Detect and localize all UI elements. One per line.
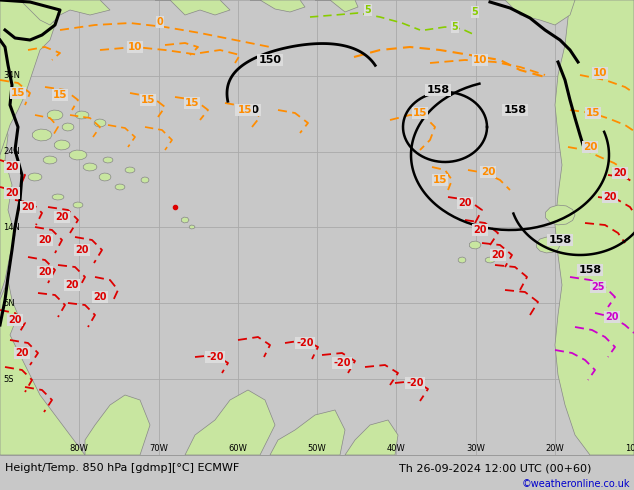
Text: 15: 15 (53, 90, 67, 100)
Text: 25: 25 (592, 282, 605, 292)
Polygon shape (0, 0, 110, 25)
Text: 20W: 20W (545, 444, 564, 453)
Text: 50W: 50W (307, 444, 327, 453)
Polygon shape (83, 163, 97, 171)
Text: 150: 150 (236, 105, 259, 115)
Polygon shape (62, 123, 74, 131)
Text: 20: 20 (22, 202, 35, 212)
Polygon shape (48, 110, 63, 120)
Polygon shape (345, 420, 398, 455)
Text: 80W: 80W (70, 444, 89, 453)
Text: 20: 20 (15, 348, 29, 358)
Polygon shape (125, 167, 135, 173)
Text: 15: 15 (413, 108, 427, 118)
Text: 40W: 40W (387, 444, 406, 453)
Text: 10W: 10W (624, 444, 634, 453)
Text: -20: -20 (206, 352, 224, 362)
Polygon shape (43, 156, 57, 164)
Text: 20: 20 (55, 212, 68, 222)
Text: 10: 10 (473, 55, 488, 65)
Polygon shape (0, 0, 55, 155)
Polygon shape (0, 0, 15, 295)
Polygon shape (315, 0, 358, 12)
Text: 24N: 24N (3, 147, 20, 156)
Text: 5: 5 (365, 5, 372, 15)
Polygon shape (32, 129, 52, 141)
Polygon shape (94, 119, 106, 127)
Text: 70W: 70W (149, 444, 168, 453)
Polygon shape (85, 395, 150, 455)
Text: 20: 20 (491, 250, 505, 260)
Polygon shape (546, 205, 575, 225)
Text: 20: 20 (93, 292, 107, 302)
Text: 34N: 34N (3, 72, 20, 80)
Polygon shape (250, 0, 305, 12)
Polygon shape (270, 410, 345, 455)
Polygon shape (103, 157, 113, 163)
Text: 10: 10 (127, 42, 142, 52)
Polygon shape (0, 280, 85, 455)
Polygon shape (115, 184, 125, 190)
Text: 5: 5 (472, 7, 479, 17)
Text: 20: 20 (605, 312, 619, 322)
Text: 20: 20 (75, 245, 89, 255)
Text: -20: -20 (296, 338, 314, 348)
Polygon shape (100, 173, 111, 181)
Polygon shape (155, 0, 230, 15)
Text: 158: 158 (427, 85, 450, 95)
Text: 20: 20 (603, 192, 617, 202)
Text: 30W: 30W (466, 444, 485, 453)
Polygon shape (69, 150, 87, 160)
Text: 20: 20 (38, 267, 52, 277)
Text: 158: 158 (578, 265, 602, 275)
Text: 20: 20 (5, 162, 19, 172)
Text: 15: 15 (586, 108, 600, 118)
Text: 14N: 14N (3, 223, 20, 232)
Polygon shape (181, 217, 189, 223)
Text: 20: 20 (583, 142, 597, 152)
Text: 158: 158 (548, 235, 572, 245)
Polygon shape (75, 111, 89, 119)
Polygon shape (55, 140, 70, 150)
Text: 0: 0 (157, 17, 164, 27)
Polygon shape (185, 390, 275, 455)
Text: 20: 20 (613, 168, 627, 178)
Text: 20: 20 (8, 315, 22, 325)
Polygon shape (141, 177, 149, 183)
Text: ©weatheronline.co.uk: ©weatheronline.co.uk (522, 479, 630, 489)
Polygon shape (52, 194, 64, 200)
Polygon shape (29, 173, 42, 181)
Text: -20: -20 (406, 378, 424, 388)
Text: 150: 150 (259, 55, 281, 65)
Text: 158: 158 (503, 105, 527, 115)
Text: 5: 5 (451, 22, 458, 32)
Text: 20: 20 (38, 235, 52, 245)
Polygon shape (73, 202, 83, 208)
Text: 15: 15 (141, 95, 155, 105)
Text: Height/Temp. 850 hPa [gdmp][°C] ECMWF: Height/Temp. 850 hPa [gdmp][°C] ECMWF (5, 464, 239, 473)
Text: 5N: 5N (3, 299, 15, 308)
Text: -20: -20 (333, 358, 351, 368)
Text: 20: 20 (481, 167, 495, 177)
Polygon shape (555, 0, 634, 455)
Polygon shape (469, 241, 481, 249)
Text: 10: 10 (593, 68, 607, 78)
Text: 15: 15 (433, 175, 447, 185)
Polygon shape (190, 225, 195, 229)
Text: 20: 20 (458, 198, 472, 208)
Polygon shape (458, 257, 466, 263)
Polygon shape (485, 257, 495, 263)
Text: 20: 20 (65, 280, 79, 290)
Text: 5S: 5S (3, 375, 13, 384)
Text: 60W: 60W (228, 444, 247, 453)
Text: 20: 20 (473, 225, 487, 235)
Polygon shape (490, 0, 575, 25)
Text: 15: 15 (11, 88, 25, 98)
Text: 15: 15 (184, 98, 199, 108)
Text: 20: 20 (5, 188, 19, 198)
Polygon shape (536, 237, 560, 253)
Text: 15: 15 (238, 105, 252, 115)
Text: Th 26-09-2024 12:00 UTC (00+60): Th 26-09-2024 12:00 UTC (00+60) (399, 464, 592, 473)
